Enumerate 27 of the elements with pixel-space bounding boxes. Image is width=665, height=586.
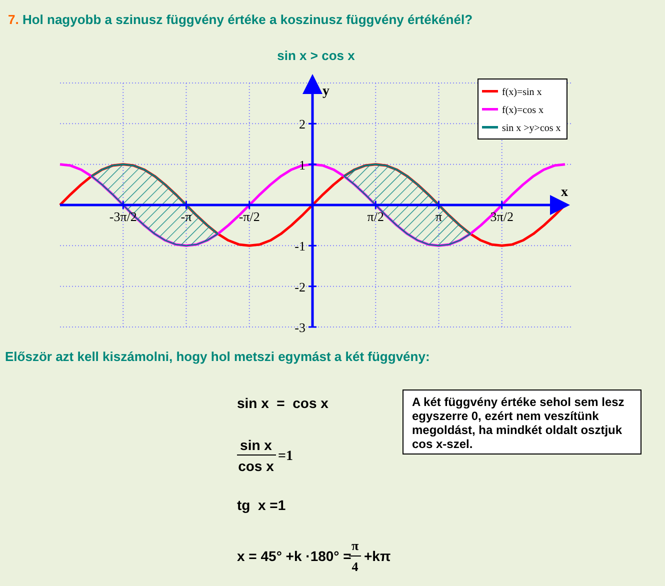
y-tick-label: -1 [294,238,306,254]
x-axis-title: x [561,185,568,200]
y-tick-label: 2 [299,116,306,132]
x-tick-label: π [435,209,442,224]
text: +kπ [364,548,391,564]
text: sin x [240,437,272,453]
x-tick-label: -π/2 [238,209,260,224]
chart-subtitle: sin x > cos x [277,48,356,63]
x-tick-label: π/2 [367,209,384,224]
legend-label: f(x)=sin x [502,87,542,98]
text: =1 [278,449,293,464]
text: 4 [352,559,359,574]
x-tick-label: -3π/2 [109,209,137,224]
text: x = 45° +k ·180° = [237,548,352,564]
x-tick-label: 3π/2 [490,209,514,224]
text: cos x [238,458,274,474]
text: tg x =1 [237,497,286,513]
y-axis-title: y [322,84,330,99]
text: Először azt kell kiszámolni, hogy hol metszi egymást a két függvény: [5,349,430,364]
text: A két függvény értéke sehol sem lesz egyszerre 0, ezért nem veszítünk megoldást, ha mindkét oldalt osztjuk cos x-szel. [412,395,624,451]
y-tick-label: -3 [294,320,306,335]
text: π [351,538,359,553]
legend-label: f(x)=cos x [502,105,544,116]
legend-label: sin x >y>cos x [502,123,561,134]
chart-title: 7. Hol nagyobb a szinusz függvény értéke a koszinusz függvény értékénél? [8,12,473,27]
text: sin x = cos x [237,395,329,411]
y-tick-label: -2 [294,279,306,294]
